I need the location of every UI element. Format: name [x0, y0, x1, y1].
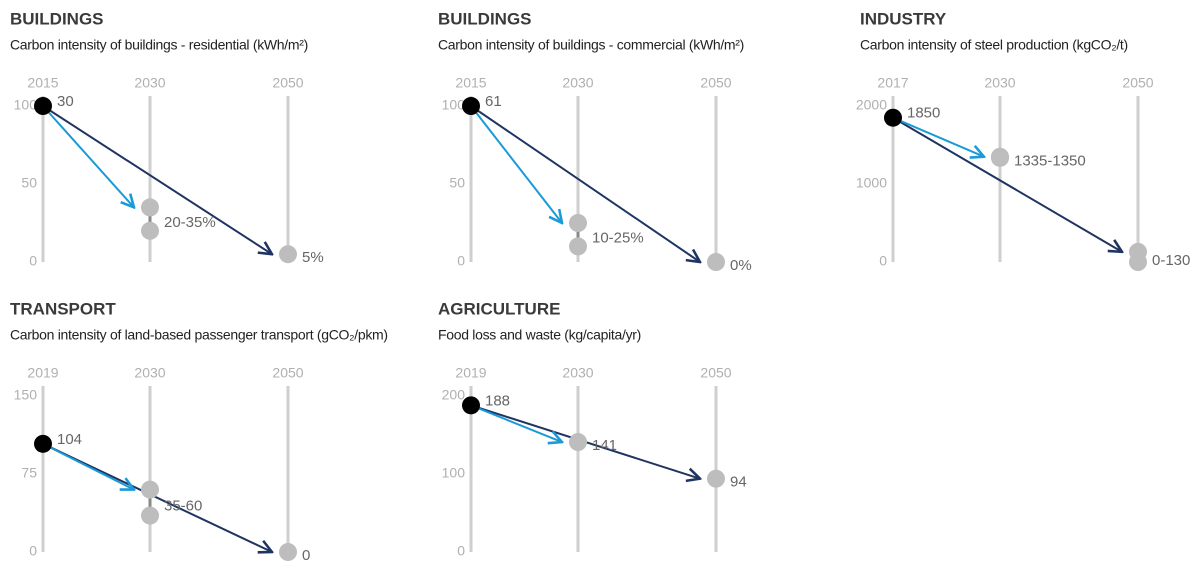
y-tick-label: 0: [29, 253, 37, 269]
chart-title: Carbon intensity of buildings - commerci…: [438, 37, 744, 53]
panel: INDUSTRY Carbon intensity of steel produc…: [856, 9, 1190, 271]
target-dot: [569, 237, 587, 256]
target-dot: [141, 221, 159, 240]
target-dot: [569, 433, 587, 452]
y-tick-label: 2000: [856, 97, 887, 113]
point-label: 94: [730, 474, 747, 491]
section-label: BUILDINGS: [10, 9, 104, 28]
pathway-arrow: [892, 116, 1122, 252]
point-label: 10-25%: [592, 230, 644, 247]
chart-title: Carbon intensity of steel production (kg…: [860, 37, 1128, 53]
y-tick-label: 0: [457, 543, 465, 559]
year-label: 2030: [134, 365, 165, 381]
chart-title: Food loss and waste (kg/capita/yr): [438, 327, 641, 343]
year-label: 2017: [877, 75, 908, 91]
point-label: 35-60: [164, 498, 202, 515]
target-dot: [141, 198, 159, 217]
point-label: 5%: [302, 249, 324, 266]
year-label: 2019: [455, 365, 486, 381]
target-dot: [279, 245, 297, 264]
year-label: 2050: [700, 365, 731, 381]
pathway-arrow: [42, 105, 134, 207]
section-label: BUILDINGS: [438, 9, 532, 28]
year-label: 2030: [562, 365, 593, 381]
section-label: INDUSTRY: [860, 9, 947, 28]
y-tick-label: 200: [442, 387, 466, 403]
target-dot: [991, 147, 1009, 166]
section-label: AGRICULTURE: [438, 299, 560, 318]
pathway-arrow: [470, 105, 562, 223]
point-label: 188: [485, 392, 510, 409]
panel: BUILDINGS Carbon intensity of buildings -…: [10, 9, 324, 268]
pathway-arrow: [42, 442, 272, 552]
point-label: 0: [302, 547, 310, 561]
year-label: 2030: [134, 75, 165, 91]
pathway-arrow: [42, 442, 134, 490]
target-dot: [279, 543, 297, 561]
point-label: 1850: [907, 105, 940, 122]
year-label: 2030: [984, 75, 1015, 91]
year-label: 2015: [455, 75, 486, 91]
start-dot: [462, 97, 480, 115]
year-label: 2050: [272, 75, 303, 91]
pathway-arrow: [470, 404, 562, 442]
y-tick-label: 50: [21, 175, 37, 191]
year-label: 2050: [272, 365, 303, 381]
start-dot: [34, 434, 52, 453]
pathway-arrow: [42, 105, 272, 254]
start-dot: [462, 396, 480, 415]
point-label: 20-35%: [164, 214, 216, 231]
y-tick-label: 0: [879, 253, 887, 269]
point-label: 0-130: [1152, 252, 1190, 269]
y-tick-label: 50: [449, 175, 465, 191]
year-label: 2015: [27, 75, 58, 91]
start-dot: [884, 108, 902, 127]
point-label: 104: [57, 431, 82, 448]
point-label: 30: [57, 93, 74, 110]
panel: TRANSPORT Carbon intensity of land-based …: [10, 299, 388, 561]
point-label: 61: [485, 93, 502, 110]
target-dot: [707, 253, 725, 271]
point-label: 1335-1350: [1014, 152, 1086, 169]
start-dot: [34, 97, 52, 115]
pathway-arrow: [470, 105, 700, 262]
year-label: 2019: [27, 365, 58, 381]
point-label: 141: [592, 437, 617, 454]
year-label: 2030: [562, 75, 593, 91]
chart-title: Carbon intensity of land-based passenger…: [10, 327, 388, 343]
target-dot: [141, 506, 159, 525]
y-tick-label: 0: [29, 543, 37, 559]
y-tick-label: 100: [14, 97, 38, 113]
section-label: TRANSPORT: [10, 299, 116, 318]
target-dot: [569, 214, 587, 232]
panel: AGRICULTURE Food loss and waste (kg/capit…: [438, 299, 747, 558]
y-tick-label: 100: [442, 97, 466, 113]
panel: BUILDINGS Carbon intensity of buildings -…: [438, 9, 752, 273]
year-label: 2050: [700, 75, 731, 91]
point-label: 0%: [730, 257, 752, 274]
target-dot: [141, 480, 159, 499]
y-tick-label: 75: [21, 465, 37, 481]
chart-title: Carbon intensity of buildings - resident…: [10, 37, 308, 53]
year-label: 2050: [1122, 75, 1153, 91]
target-dot: [707, 469, 725, 488]
y-tick-label: 1000: [856, 175, 887, 191]
y-tick-label: 100: [442, 465, 466, 481]
y-tick-label: 150: [14, 387, 38, 403]
y-tick-label: 0: [457, 253, 465, 269]
pathway-arrow: [892, 116, 984, 157]
target-dot: [1129, 242, 1147, 261]
